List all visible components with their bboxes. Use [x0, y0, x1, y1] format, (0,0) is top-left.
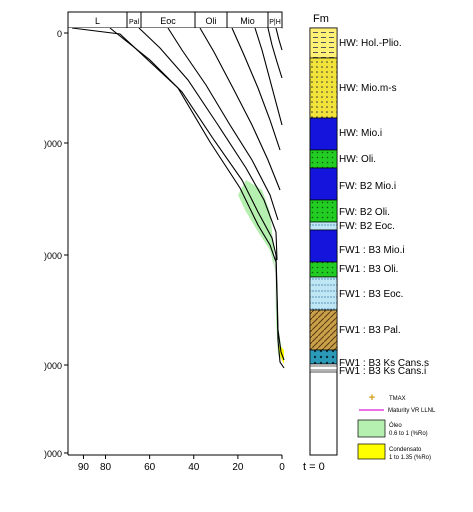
unit-label: FW: B2 Oli.	[339, 207, 390, 218]
column-unit	[310, 350, 337, 364]
depth-axis: 0 )000 )000 )000 )000	[44, 29, 68, 459]
condensate-swatch	[358, 444, 385, 459]
unit-label: FW: B2 Mio.i	[339, 181, 396, 192]
epoch-label: Eoc	[160, 16, 176, 26]
depth-tick-label: )000	[44, 251, 62, 261]
column-footer: t = 0	[303, 461, 325, 473]
unit-label: FW: B2 Eoc.	[339, 221, 395, 232]
column-unit	[310, 150, 337, 168]
column-unit	[310, 58, 337, 118]
column-unit	[310, 118, 337, 150]
column-unit	[310, 230, 337, 262]
unit-label: FW1 : B3 Ks Cans.i	[339, 366, 426, 377]
legend: + TMAX Maturity VR LLNL Óleo 0.6 to 1 (%Ro) C…	[358, 392, 436, 461]
column-unit	[310, 28, 337, 58]
unit-label: FW1 : B3 Eoc.	[339, 289, 403, 300]
column-unit	[310, 262, 337, 277]
time-tick-label: 80	[100, 462, 112, 473]
unit-label: FW1 : B3 Mio.i	[339, 245, 405, 256]
depth-tick-label: 0	[57, 29, 62, 39]
oil-swatch	[358, 420, 385, 437]
column-unit	[310, 168, 337, 200]
unit-label: HW: Mio.i	[339, 128, 382, 139]
column-header: Fm	[313, 13, 329, 25]
depth-tick-label: )000	[44, 449, 62, 459]
legend-maturity-label: Maturity VR LLNL	[388, 408, 436, 414]
unit-labels: HW: Hol.-Plio. HW: Mio.m-s HW: Mio.i HW: Ol…	[339, 38, 429, 377]
time-tick-label: 20	[232, 462, 244, 473]
column-unit	[310, 364, 337, 372]
stratigraphic-column	[310, 28, 337, 455]
unit-label: HW: Oli.	[339, 154, 376, 165]
time-tick-label: 40	[188, 462, 200, 473]
epoch-bar: L Pal Eoc Oli Mio P|H	[68, 12, 282, 28]
legend-condensate-range: 1 to 1.35 (%Ro)	[389, 455, 431, 461]
depth-tick-label: )000	[44, 139, 62, 149]
time-tick-label: 90	[78, 462, 90, 473]
epoch-label: L	[95, 16, 100, 26]
time-tick-label: 60	[144, 462, 156, 473]
legend-tmax-label: TMAX	[389, 396, 406, 402]
unit-label: HW: Mio.m-s	[339, 83, 397, 94]
depth-tick-label: )000	[44, 361, 62, 371]
epoch-label: P|H	[269, 19, 281, 26]
time-tick-label: 0	[279, 462, 285, 473]
legend-oil-label: Óleo	[389, 422, 402, 429]
legend-oil-range: 0.6 to 1 (%Ro)	[389, 431, 428, 437]
tmax-symbol: +	[369, 392, 375, 404]
column-unit	[310, 222, 337, 230]
column-unit	[310, 277, 337, 310]
column-unit	[310, 200, 337, 222]
epoch-label: Pal	[129, 19, 140, 26]
column-unit	[310, 310, 337, 350]
unit-label: FW1 : B3 Pal.	[339, 325, 401, 336]
time-axis: 90 80 60 40 20 0	[78, 455, 285, 473]
legend-condensate-label: Condensato	[389, 447, 422, 453]
plot-area	[68, 28, 282, 455]
unit-label: FW1 : B3 Oli.	[339, 264, 398, 275]
unit-label: HW: Hol.-Plio.	[339, 38, 402, 49]
epoch-label: Mio	[240, 16, 255, 26]
epoch-label: Oli	[206, 16, 217, 26]
